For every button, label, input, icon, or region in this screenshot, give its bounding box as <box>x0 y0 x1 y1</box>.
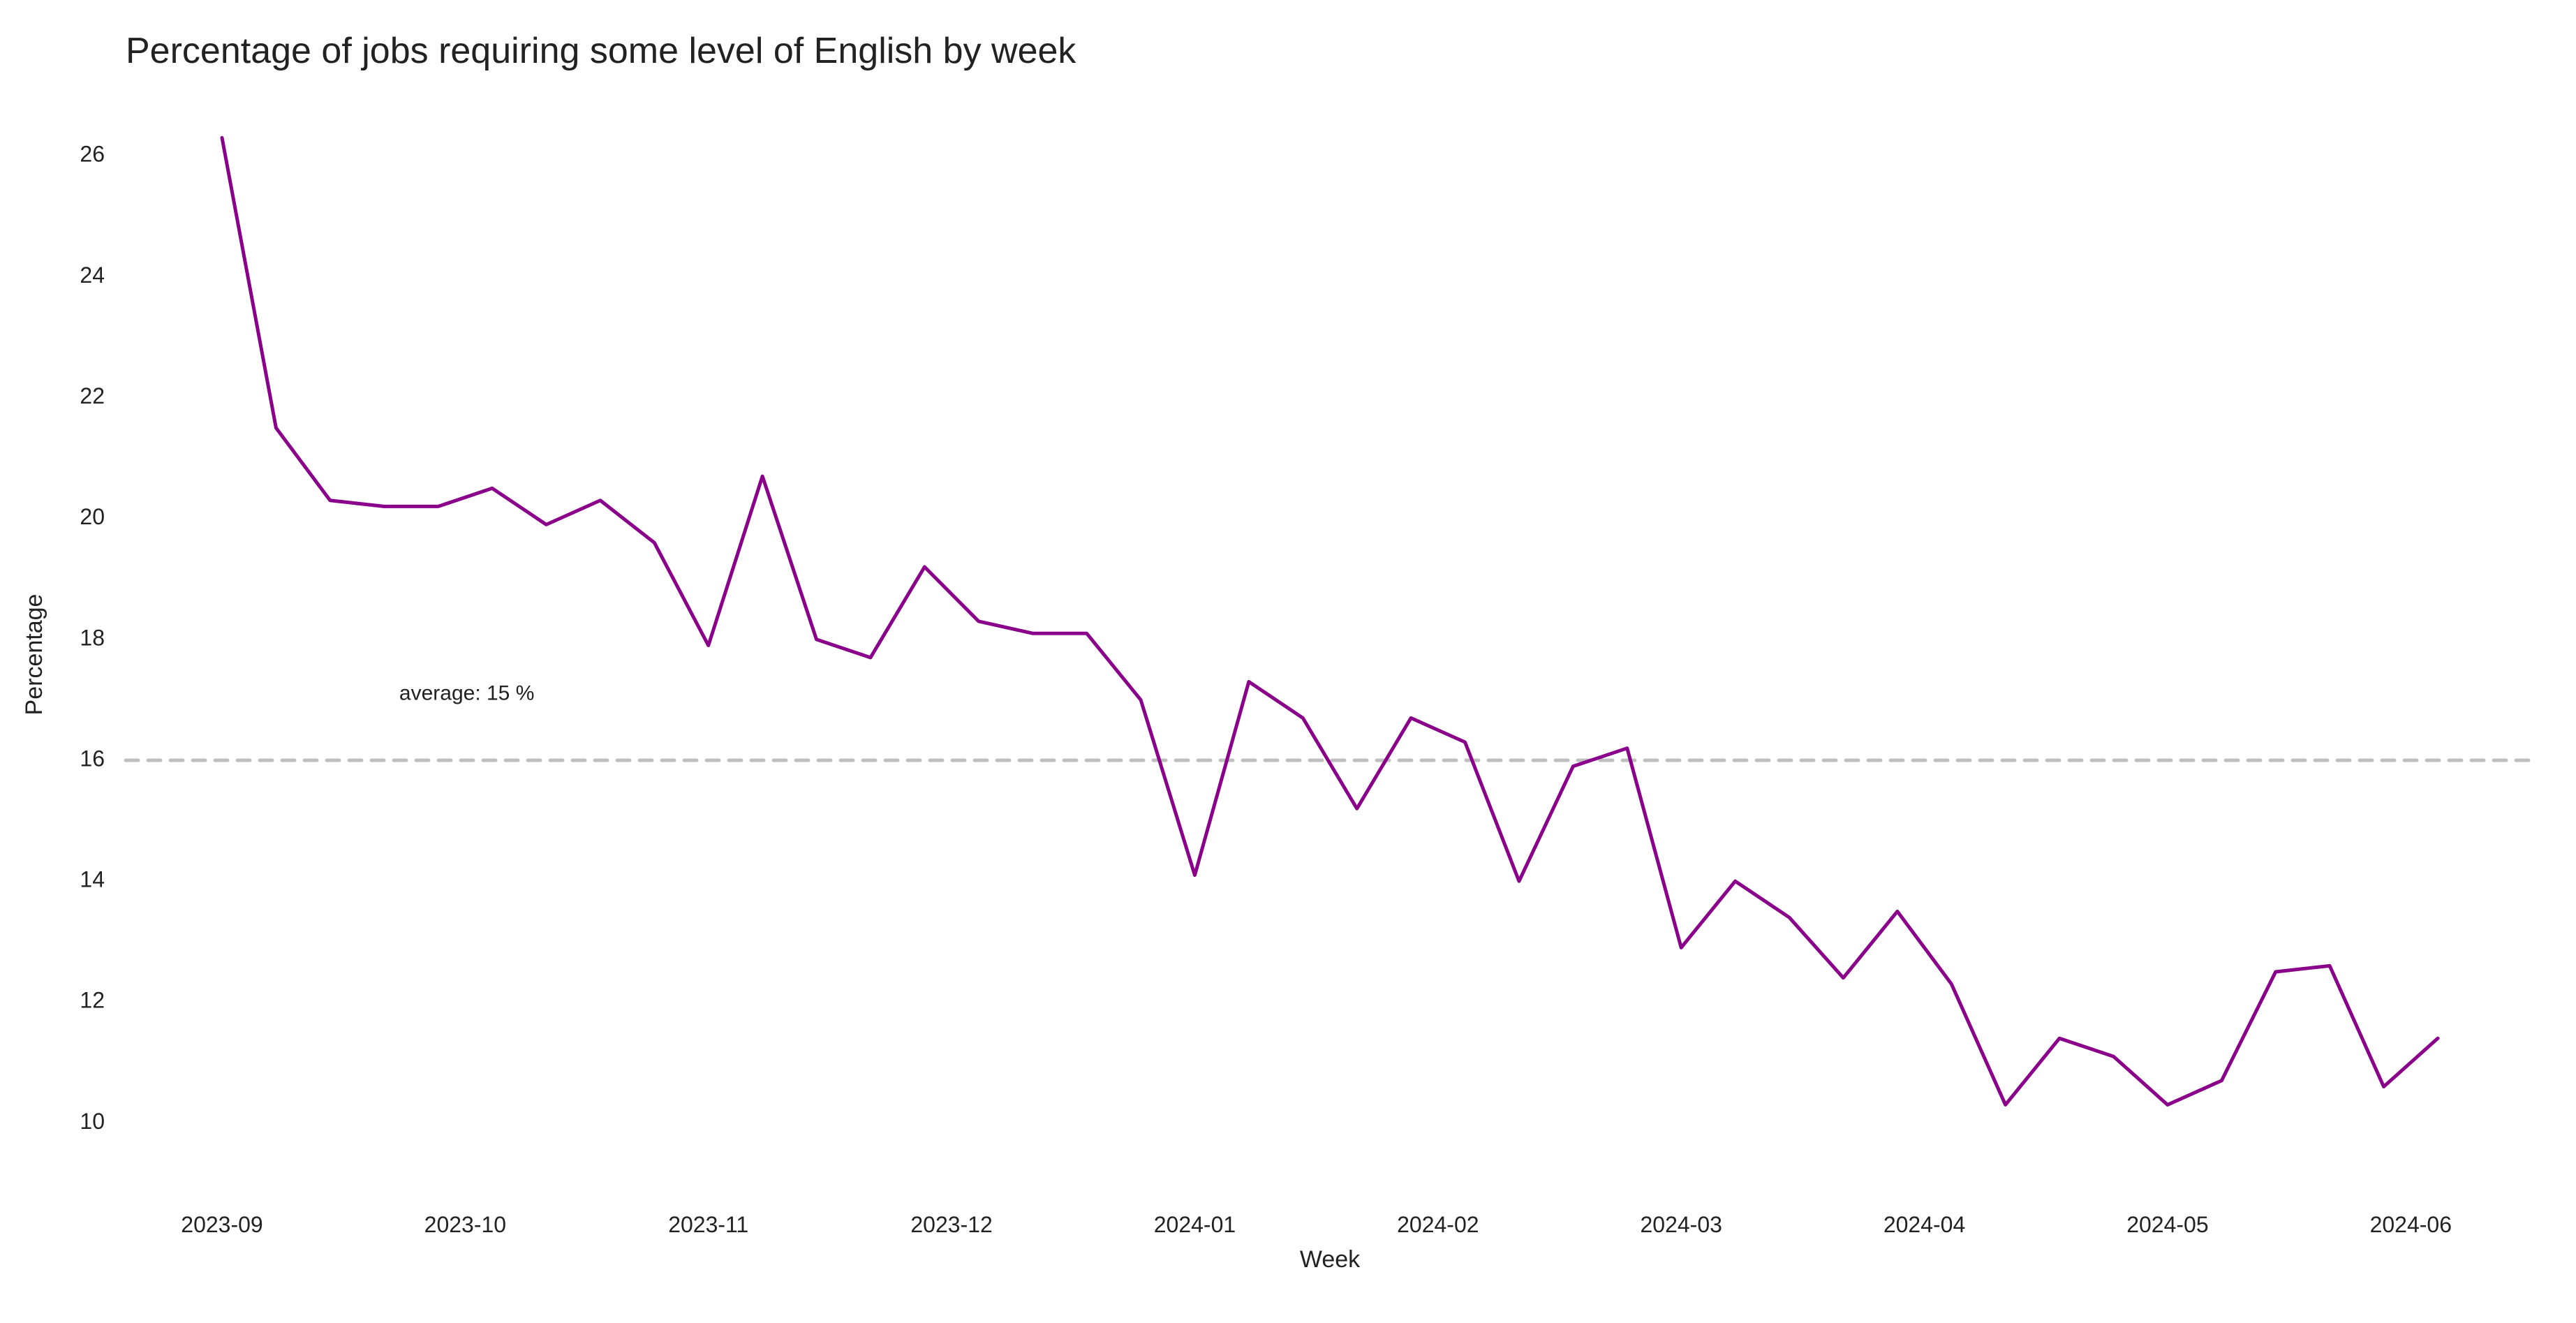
y-tick-label: 14 <box>80 867 105 892</box>
y-tick-label: 20 <box>80 504 105 529</box>
y-tick-label: 10 <box>80 1109 105 1134</box>
y-tick-label: 24 <box>80 263 105 288</box>
x-tick-label: 2024-03 <box>1640 1212 1722 1237</box>
line-chart: Percentage of jobs requiring some level … <box>0 0 2576 1323</box>
chart-title: Percentage of jobs requiring some level … <box>126 31 1076 71</box>
x-tick-label: 2024-05 <box>2126 1212 2208 1237</box>
y-tick-label: 16 <box>80 746 105 771</box>
y-tick-label: 22 <box>80 383 105 408</box>
x-tick-label: 2023-12 <box>910 1212 992 1237</box>
x-tick-label: 2023-09 <box>181 1212 262 1237</box>
average-label: average: 15 % <box>399 681 534 704</box>
x-tick-label: 2024-02 <box>1397 1212 1479 1237</box>
x-tick-label: 2024-01 <box>1154 1212 1236 1237</box>
y-tick-label: 26 <box>80 142 105 167</box>
y-axis-label: Percentage <box>21 594 47 716</box>
y-tick-label: 12 <box>80 988 105 1013</box>
x-tick-label: 2024-04 <box>1883 1212 1965 1237</box>
x-axis-label: Week <box>1300 1246 1361 1273</box>
x-tick-label: 2023-10 <box>424 1212 506 1237</box>
y-tick-label: 18 <box>80 625 105 650</box>
x-tick-label: 2024-06 <box>2370 1212 2452 1237</box>
x-tick-label: 2023-11 <box>668 1212 748 1237</box>
